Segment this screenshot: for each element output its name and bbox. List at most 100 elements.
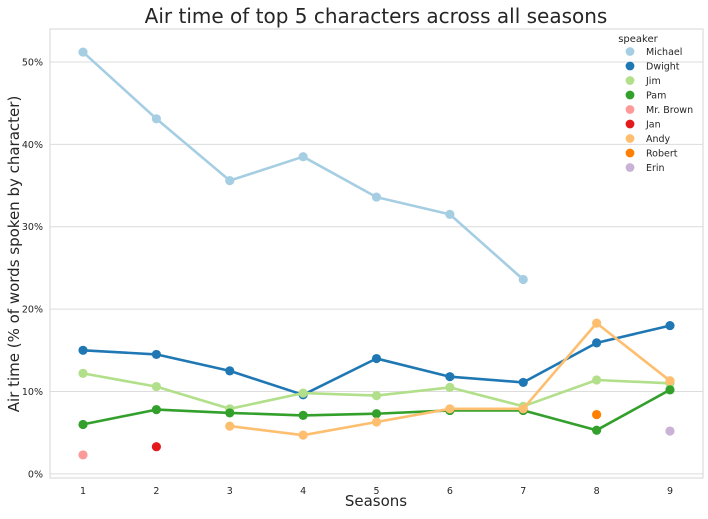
data-point-michael: [225, 175, 235, 186]
data-point-jim: [78, 368, 88, 378]
data-point-dwight: [592, 338, 602, 348]
legend-items: Michael Dwight Jim Pam Mr. Brown Jan Andy Rober…: [625, 47, 693, 174]
x-tick-label: 1: [80, 486, 86, 497]
data-point-michael: [151, 114, 161, 124]
data-point-dwight: [151, 349, 161, 360]
data-point-andy: [592, 318, 602, 328]
data-point-jim: [298, 388, 308, 398]
legend-marker: [625, 61, 635, 71]
data-point-pam: [151, 405, 161, 415]
legend-marker: [625, 76, 635, 85]
series-robert: [592, 409, 602, 420]
data-point-dwight: [371, 353, 382, 364]
data-point-erin: [665, 426, 675, 436]
data-point-dwight: [518, 377, 528, 388]
data-point-jim: [151, 381, 161, 392]
x-tick-label: 5: [373, 486, 379, 497]
legend-label: Erin: [646, 163, 665, 174]
x-tick-label: 6: [447, 486, 453, 497]
data-point-michael: [445, 209, 455, 219]
chart-title: Air time of top 5 characters across all …: [145, 4, 608, 28]
legend-item-jan: Jan: [625, 119, 661, 131]
y-tick-label: 10%: [22, 387, 43, 398]
series-erin: [665, 426, 675, 436]
data-point-andy: [665, 376, 675, 386]
legend-marker: [625, 148, 635, 158]
series-mr-brown: [78, 450, 88, 460]
legend-marker: [625, 90, 635, 100]
data-point-michael: [371, 192, 382, 202]
series-line-michael: [82, 51, 525, 281]
legend-label: Jan: [645, 120, 661, 131]
x-tick-label: 8: [594, 486, 600, 497]
legend-marker: [625, 47, 635, 56]
legend-label: Andy: [646, 134, 671, 145]
data-point-pam: [592, 425, 602, 435]
grid-layer: [50, 61, 703, 475]
data-point-pam: [371, 409, 382, 419]
series-layer: [78, 47, 675, 460]
data-point-robert: [592, 409, 602, 420]
data-point-jim: [445, 382, 455, 392]
legend-item-dwight: Dwight: [625, 61, 680, 73]
legend-marker: [625, 119, 635, 129]
data-point-andy: [445, 404, 455, 414]
series-dwight: [78, 320, 675, 400]
legend-marker: [625, 105, 635, 114]
data-point-pam: [665, 385, 675, 395]
data-point-andy: [298, 430, 308, 440]
data-point-jim: [592, 375, 602, 385]
plot-frame: [49, 28, 704, 479]
legend-item-erin: Erin: [625, 163, 665, 174]
data-point-andy: [371, 417, 382, 427]
legend: speaker Michael Dwight Jim Pam Mr. Brown Jan A…: [618, 34, 693, 174]
x-tick-label: 3: [227, 486, 233, 497]
legend-label: Jim: [645, 76, 661, 87]
legend-marker: [625, 163, 635, 172]
data-point-jim: [371, 391, 382, 401]
legend-label: Pam: [646, 91, 666, 102]
legend-label: Robert: [646, 149, 678, 160]
legend-title: speaker: [618, 34, 658, 45]
y-axis-label: Air time (% of words spoken by character…: [5, 96, 23, 413]
data-point-dwight: [78, 345, 88, 355]
data-point-andy: [518, 404, 528, 414]
series-michael: [78, 47, 528, 285]
data-point-dwight: [445, 372, 455, 382]
series-jan: [151, 442, 161, 452]
data-point-michael: [78, 47, 88, 57]
x-tick-label: 9: [667, 486, 673, 497]
data-point-jan: [151, 442, 161, 452]
y-tick-label: 20%: [22, 305, 43, 316]
data-point-pam: [298, 410, 308, 420]
x-tick-label: 7: [520, 486, 526, 497]
legend-label: Michael: [646, 47, 682, 58]
legend-label: Mr. Brown: [646, 105, 693, 116]
legend-item-andy: Andy: [625, 134, 671, 145]
data-point-mr-brown: [78, 450, 88, 460]
legend-item-robert: Robert: [625, 148, 678, 160]
data-point-dwight: [225, 366, 235, 376]
y-tick-label: 0%: [28, 469, 43, 480]
data-point-dwight: [665, 320, 675, 331]
data-point-andy: [225, 421, 235, 431]
legend-item-mr-brown: Mr. Brown: [625, 105, 693, 116]
legend-item-michael: Michael: [625, 47, 682, 58]
data-point-pam: [225, 408, 235, 418]
legend-marker: [625, 134, 635, 143]
y-tick-label: 50%: [22, 57, 43, 68]
legend-item-pam: Pam: [625, 90, 666, 102]
legend-label: Dwight: [646, 62, 680, 73]
x-axis-label: Seasons: [345, 492, 407, 510]
x-tick-label: 2: [153, 486, 159, 497]
series-andy: [225, 318, 675, 440]
data-point-michael: [298, 152, 308, 162]
legend-item-jim: Jim: [625, 76, 661, 87]
y-tick-label: 30%: [22, 222, 43, 233]
x-tick-label: 4: [300, 486, 306, 497]
data-point-michael: [518, 274, 528, 285]
tick-layer: 0% 10% 20% 30% 40% 50% 1 2 3 4 5 6 7 8 9: [22, 57, 673, 497]
y-tick-label: 40%: [22, 140, 43, 151]
